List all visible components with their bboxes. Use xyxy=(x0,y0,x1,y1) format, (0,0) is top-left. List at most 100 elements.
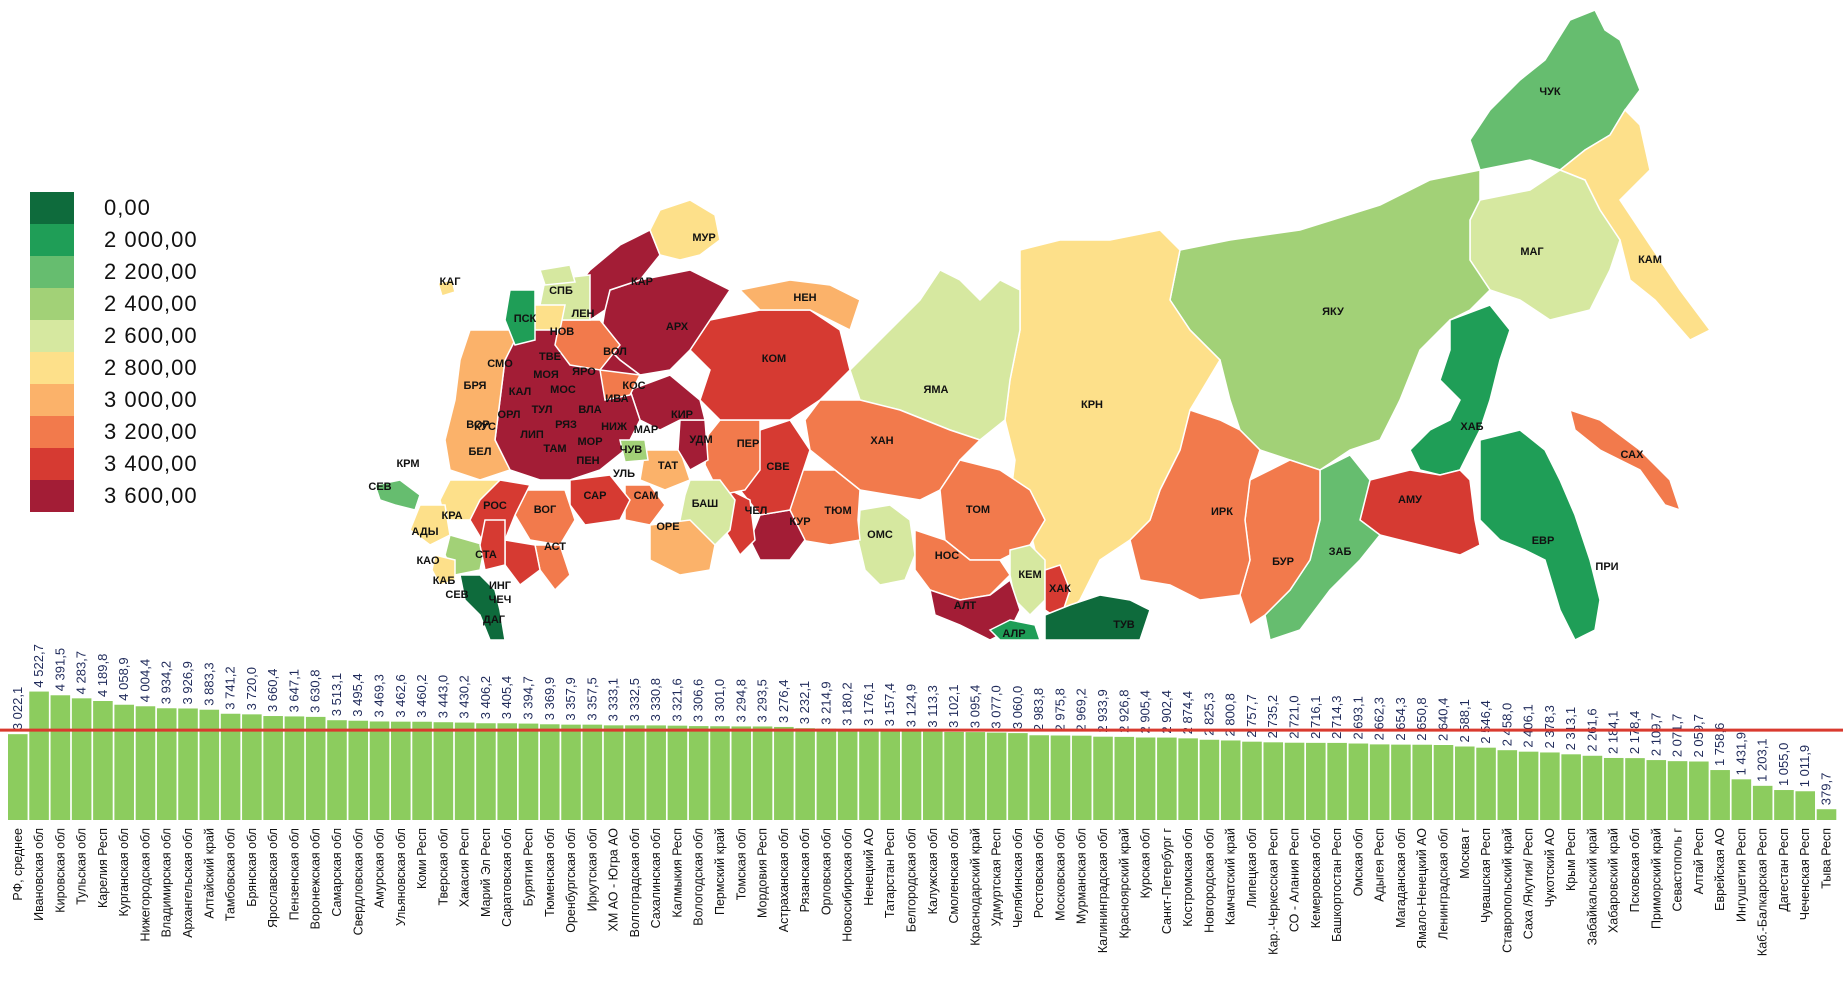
bar xyxy=(1497,750,1518,820)
bar xyxy=(1391,744,1411,820)
region-ore xyxy=(649,519,716,576)
bar-value-label: 3 406,2 xyxy=(478,676,493,719)
map-region-labels: ЧУК КАМ МАГ ЯКУ ХАБ САХ АМУ ЕВР ПРИ ЗАБ БУР ИРК ТУВ Х… xyxy=(368,86,1662,640)
bar-value-label: 3 293,5 xyxy=(755,679,770,722)
bar-category-label: Калининградская обл xyxy=(1096,828,1110,953)
bar xyxy=(114,704,134,820)
bar-category-label: Амурская обл xyxy=(373,828,387,908)
legend-swatch xyxy=(30,480,74,512)
region-kos xyxy=(599,369,642,401)
bar-category-label: Курская обл xyxy=(1139,828,1153,898)
bar-category-label: Мордовия Респ xyxy=(756,828,770,918)
bar xyxy=(944,731,964,820)
bar-value-label: 3 926,9 xyxy=(180,661,195,704)
legend-item: 3 000,00 xyxy=(30,384,198,416)
bar-category-label: ХМ АО - Югра АО xyxy=(607,828,621,932)
bar-category-label: Москва г xyxy=(1458,828,1472,879)
region-krn xyxy=(1004,229,1221,621)
bar-category-label: СО - Алания Респ xyxy=(1288,828,1302,932)
bar-category-label: Оренбургская обл xyxy=(564,828,578,933)
bar xyxy=(50,695,71,820)
region-kra xyxy=(409,504,451,546)
bar-value-label: 2 378,3 xyxy=(1542,705,1557,748)
bar xyxy=(1114,736,1135,820)
bar-value-label: 2 654,3 xyxy=(1393,697,1408,740)
map-region-label: РЯЗ xyxy=(555,419,577,431)
bar xyxy=(965,732,986,820)
bar-value-label: 3 022,1 xyxy=(10,687,25,730)
bar xyxy=(1689,761,1709,820)
bar-value-label: 3 301,0 xyxy=(712,679,727,722)
bar-category-label: Карелия Респ xyxy=(96,828,110,908)
bar-category-label: Волгоградская обл xyxy=(628,828,642,937)
bar-category-label: Кар.-Черкесская Респ xyxy=(1266,828,1280,955)
bar-value-label: 3 232,1 xyxy=(797,681,812,724)
bar xyxy=(1050,735,1071,820)
russia-choropleth-map: ЧУК КАМ МАГ ЯКУ ХАБ САХ АМУ ЕВР ПРИ ЗАБ БУР ИРК ТУВ Х… xyxy=(368,9,1712,640)
region-chuv xyxy=(619,439,649,463)
bar xyxy=(412,721,432,820)
map-region-label: ТОМ xyxy=(966,504,990,516)
map-region-label: СЕВ xyxy=(368,481,391,493)
bar-category-label: Приморский край xyxy=(1649,828,1663,929)
map-region-label: АМУ xyxy=(1398,494,1422,506)
map-region-label: ЧУВ xyxy=(620,444,643,456)
map-region-label: СЕВ xyxy=(445,589,468,601)
bar-value-label: 3 330,8 xyxy=(648,678,663,721)
bar-category-label: Кировская обл xyxy=(53,828,67,913)
bar xyxy=(497,723,517,820)
map-region-label: ЛИП xyxy=(520,429,544,441)
bar-value-label: 2 975,8 xyxy=(1052,688,1067,731)
bar-category-label: Башкортостан Респ xyxy=(1330,828,1344,942)
region-khak xyxy=(1044,564,1071,622)
bar-value-label: 3 321,6 xyxy=(669,678,684,721)
bar-value-label: 3 647,1 xyxy=(286,669,301,712)
bar-category-label: Свердловская обл xyxy=(351,828,365,935)
bar xyxy=(1029,735,1049,820)
map-region-label: СВЕ xyxy=(766,461,789,473)
bar-category-label: Ивановская обл xyxy=(32,828,46,921)
bar-category-label: Пензенская обл xyxy=(287,828,301,920)
region-kem xyxy=(1009,544,1046,617)
bar-category-label: Владимирская обл xyxy=(160,828,174,937)
bar xyxy=(476,723,496,820)
bar-category-label: Орловская обл xyxy=(819,828,833,915)
legend-swatch xyxy=(30,448,74,480)
bar-value-label: 2 721,0 xyxy=(1287,695,1302,738)
bar-category-label: Нижегородская обл xyxy=(138,828,152,942)
region-nen xyxy=(738,279,861,332)
map-region-label: ТУВ xyxy=(1113,619,1135,631)
legend-swatch xyxy=(30,352,74,384)
bar-value-label: 2 933,9 xyxy=(1095,689,1110,732)
bar xyxy=(1199,739,1220,820)
bar xyxy=(795,728,815,820)
bar-category-label: Красноярский край xyxy=(1117,828,1131,939)
region-spb xyxy=(539,264,576,286)
bar-category-label: Калужская обл xyxy=(926,828,940,914)
map-region-label: БЕЛ xyxy=(469,446,492,458)
bar-category-label: Липецкая обл xyxy=(1245,828,1259,908)
map-region-label: ХАК xyxy=(1049,583,1071,595)
map-region-label: КАР xyxy=(631,276,653,288)
map-region-label: САХ xyxy=(1621,449,1645,461)
bar xyxy=(1561,754,1581,820)
bar-value-label: 3 357,5 xyxy=(584,677,599,720)
bar xyxy=(688,726,709,820)
legend-swatch xyxy=(30,224,74,256)
bar xyxy=(1454,746,1475,820)
bar-value-label: 3 430,2 xyxy=(457,675,472,718)
map-region-label: КУР xyxy=(789,516,810,528)
bar-value-label: 3 394,7 xyxy=(520,676,535,719)
bar-category-label: Тверская обл xyxy=(436,828,450,906)
bar-category-label: Челябинская обл xyxy=(1011,828,1025,928)
map-region-label: ЧЕЧ xyxy=(489,594,512,606)
region-tat xyxy=(639,449,691,491)
region-pri xyxy=(1479,429,1601,640)
bar-category-label: Адыгея Респ xyxy=(1373,828,1387,902)
bar xyxy=(1157,737,1177,820)
bar-category-label: Кемеровская обл xyxy=(1309,828,1323,928)
bar-category-label: Ульяновская обл xyxy=(394,828,408,926)
bar xyxy=(1540,752,1560,820)
bar-category-label: Мурманская обл xyxy=(1075,828,1089,924)
bar-category-label: Самарская обл xyxy=(330,828,344,917)
